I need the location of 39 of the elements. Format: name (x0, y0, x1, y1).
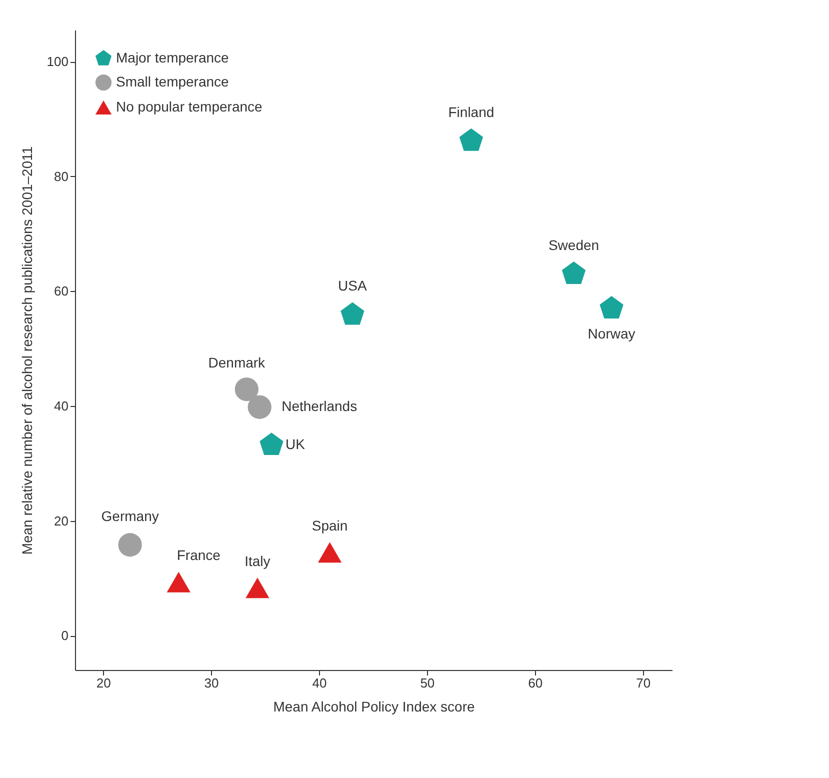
point (246, 578, 270, 598)
legend-label: No popular temperance (116, 98, 263, 114)
annotation: Spain (312, 517, 348, 534)
annotation: UK (285, 436, 306, 452)
point (562, 262, 586, 284)
x-tick-label: 60 (528, 676, 543, 690)
x-tick-label: 40 (312, 676, 327, 690)
y-tick-label: 40 (54, 398, 68, 414)
annotation: Finland (448, 104, 494, 120)
annotation: Denmark (208, 354, 266, 370)
point (118, 533, 142, 557)
annotation: Italy (244, 552, 270, 569)
point (340, 302, 364, 325)
legend-label: Major temperance (116, 50, 230, 66)
point (600, 296, 624, 318)
y-tick-label: 60 (54, 284, 68, 299)
x-tick-label: 20 (96, 676, 111, 690)
annotation: Sweden (548, 236, 600, 253)
x-tick-label: 70 (636, 676, 651, 690)
point (459, 128, 484, 151)
y-axis-title: Mean relative number of alcohol research publications 2001–2011 (18, 146, 35, 555)
y-tick-label: 100 (46, 54, 68, 70)
y-tick-label: 80 (54, 168, 68, 184)
x-axis-title: Mean Alcohol Policy Index score (273, 698, 475, 714)
y-tick-label: 0 (61, 628, 68, 644)
point (234, 378, 258, 402)
x-tick-label: 50 (420, 676, 435, 690)
legend-label: Small temperance (116, 74, 230, 90)
annotation: USA (338, 278, 368, 294)
point (166, 572, 190, 592)
point (248, 395, 272, 419)
x-tick-label: 30 (204, 676, 219, 690)
annotation: Norway (588, 325, 636, 342)
point (260, 432, 284, 456)
annotation: France (176, 547, 221, 564)
y-tick-label: 20 (54, 513, 68, 528)
annotation: Netherlands (282, 398, 358, 414)
annotation: Germany (101, 508, 159, 524)
point (318, 542, 342, 563)
